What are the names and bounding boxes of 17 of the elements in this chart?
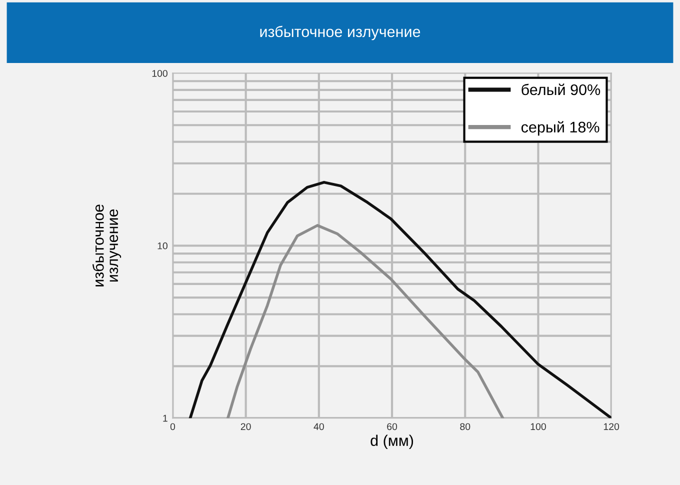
x-tick-label: 120 <box>604 423 620 430</box>
x-tick-label: 40 <box>314 423 324 430</box>
chart-title: избыточное излучение <box>260 26 420 40</box>
y-tick-label: 10 <box>158 242 168 250</box>
y-axis-title: избыточное излучение <box>92 204 122 286</box>
x-axis-title: d (мм) <box>370 434 414 450</box>
y-tick-label: 100 <box>152 70 168 77</box>
line-series <box>188 180 612 418</box>
legend-label: серый 18% <box>521 121 600 136</box>
x-tick-label: 100 <box>530 423 546 430</box>
y-tick-label: 1 <box>163 414 168 422</box>
x-tick-label: 80 <box>460 423 470 430</box>
legend-label: белый 90% <box>522 84 600 96</box>
x-tick-label: 0 <box>170 423 176 430</box>
x-tick-label: 60 <box>387 423 398 430</box>
line-series <box>226 224 504 418</box>
x-tick-label: 20 <box>240 423 251 430</box>
